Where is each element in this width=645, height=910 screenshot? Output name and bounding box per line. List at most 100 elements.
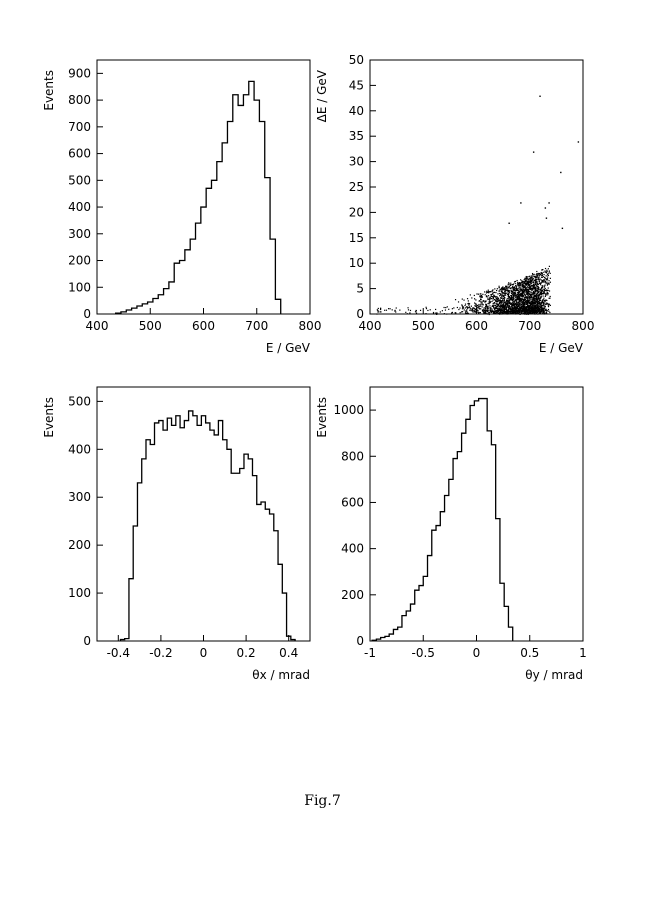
scatter-point	[527, 283, 529, 285]
scatter-point	[479, 311, 481, 314]
scatter-point	[523, 284, 525, 286]
scatter-point	[492, 291, 494, 294]
histogram-bin	[180, 261, 185, 314]
scatter-point	[543, 299, 545, 301]
scatter-point	[513, 309, 516, 312]
histogram-bin	[167, 418, 171, 641]
scatter-point	[488, 303, 490, 305]
scatter-point	[497, 307, 499, 310]
scatter-point	[483, 311, 485, 314]
scatter-point	[540, 274, 542, 276]
scatter-point	[524, 279, 526, 281]
scatter-point	[461, 298, 463, 300]
histogram-bin	[129, 579, 133, 641]
scatter-point	[476, 305, 478, 308]
scatter-point	[516, 313, 518, 315]
scatter-point	[510, 310, 512, 313]
scatter-point	[526, 282, 528, 284]
histogram-bin	[146, 440, 150, 641]
scatter-point	[522, 290, 524, 293]
scatter-point	[419, 309, 422, 311]
scatter-point	[528, 281, 531, 283]
scatter-point	[493, 307, 495, 309]
scatter-point	[497, 298, 500, 300]
scatter-point	[507, 300, 509, 302]
histogram-bin	[278, 564, 282, 641]
scatter-point	[540, 296, 542, 298]
scatter-point	[504, 304, 507, 307]
scatter-point	[543, 297, 545, 299]
scatter-point	[538, 295, 540, 297]
scatter-point	[510, 294, 512, 297]
scatter-point	[504, 290, 506, 292]
scatter-point	[530, 306, 533, 309]
scatter-point	[448, 308, 450, 310]
histogram-bin	[287, 636, 291, 641]
scatter-point	[526, 291, 528, 294]
scatter-point	[496, 309, 498, 312]
scatter-point	[498, 302, 500, 305]
scatter-point	[546, 279, 548, 281]
scatter-point	[524, 282, 526, 285]
scatter-point	[530, 278, 532, 280]
scatter-point	[534, 292, 536, 295]
scatter-point	[507, 293, 509, 296]
scatter-point	[517, 283, 520, 285]
histogram-bin	[402, 616, 406, 641]
scatter-point	[514, 287, 516, 289]
scatter-point	[520, 306, 522, 308]
scatter-point	[549, 311, 551, 314]
scatter-point	[491, 305, 493, 307]
scatter-point	[425, 308, 428, 310]
scatter-point	[508, 302, 510, 304]
scatter-point	[499, 295, 501, 297]
scatter-point	[494, 288, 496, 290]
scatter-point	[536, 282, 538, 284]
scatter-point	[534, 295, 536, 297]
x-tick-label: -1	[364, 646, 376, 660]
scatter-point	[546, 292, 548, 295]
scatter-point	[542, 312, 544, 314]
scatter-point	[512, 304, 514, 306]
scatter-point	[499, 302, 501, 304]
scatter-point	[501, 306, 503, 308]
scatter-point	[504, 293, 506, 295]
scatter-point	[502, 304, 505, 306]
scatter-point	[544, 288, 546, 290]
scatter-point	[479, 308, 481, 310]
y-tick-label: 200	[341, 588, 364, 602]
scatter-point	[501, 295, 503, 297]
scatter-point	[521, 308, 523, 310]
scatter-point	[516, 289, 518, 291]
scatter-point	[540, 293, 542, 295]
scatter-point	[470, 305, 472, 307]
scatter-point	[513, 300, 515, 302]
scatter-point	[518, 296, 520, 298]
scatter-point	[543, 305, 545, 307]
histogram-bin	[137, 306, 142, 314]
scatter-point	[525, 301, 528, 304]
scatter-point	[539, 288, 541, 291]
scatter-point	[502, 297, 505, 300]
scatter-point	[538, 274, 540, 276]
scatter-point	[529, 299, 531, 301]
scatter-point	[516, 288, 519, 290]
scatter-point	[530, 287, 532, 290]
scatter-point	[529, 290, 531, 293]
scatter-point	[498, 307, 500, 309]
scatter-point	[508, 290, 510, 293]
scatter-point	[476, 304, 478, 307]
scatter-point	[535, 295, 538, 297]
scatter-point	[519, 301, 521, 303]
scatter-point	[462, 306, 464, 309]
scatter-point	[546, 302, 548, 304]
scatter-point	[543, 271, 545, 273]
scatter-point	[505, 292, 507, 295]
scatter-point	[544, 312, 546, 314]
scatter-point	[544, 267, 547, 270]
scatter-point	[498, 308, 500, 311]
scatter-point	[515, 303, 517, 305]
scatter-point	[499, 308, 501, 311]
scatter-point	[538, 302, 540, 304]
scatter-point	[480, 308, 482, 310]
